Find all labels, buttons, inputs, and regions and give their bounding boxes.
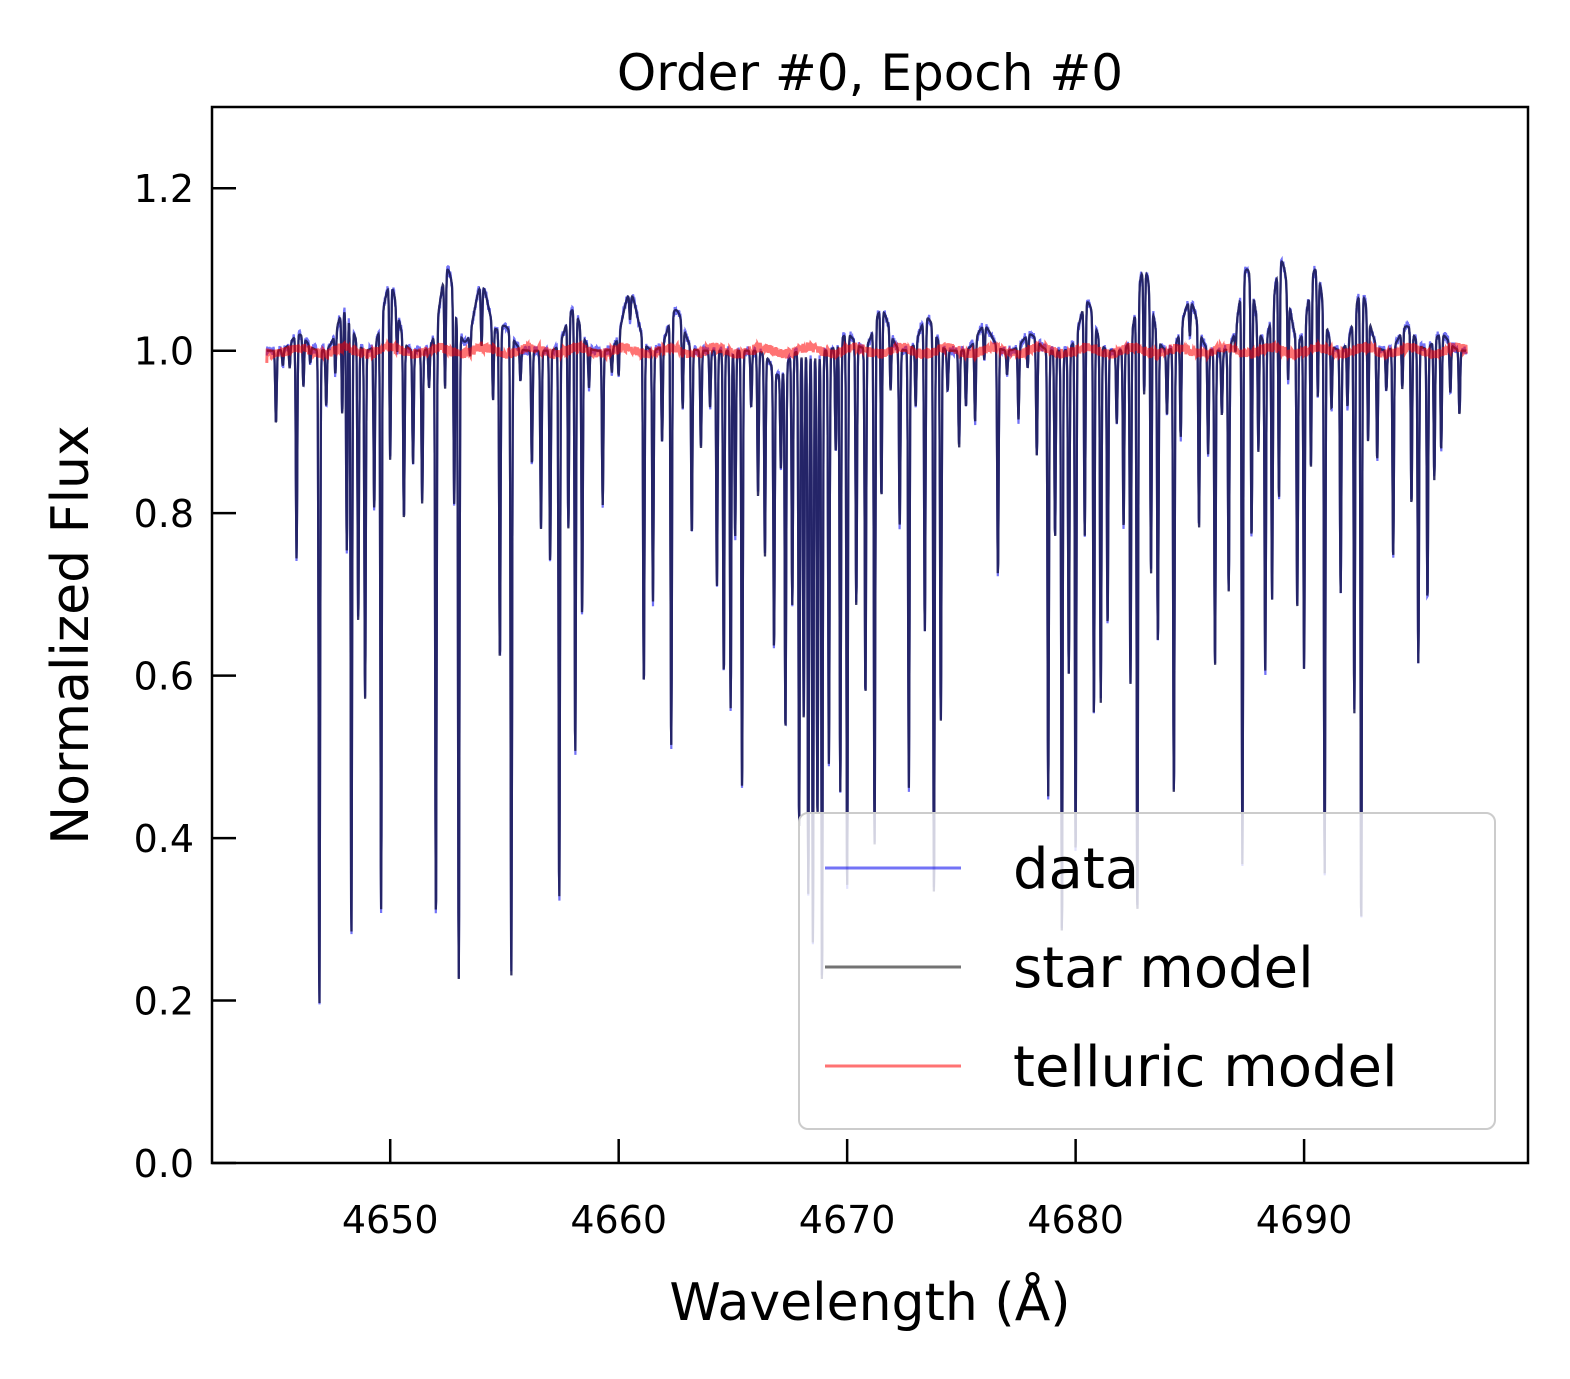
y-tick-label: 1.2 xyxy=(134,167,194,211)
x-tick-label: 4650 xyxy=(342,1198,439,1242)
legend-label: telluric model xyxy=(1013,1035,1398,1100)
legend-label: data xyxy=(1013,837,1139,902)
legend-box xyxy=(798,812,1496,1130)
series-overlap-line xyxy=(266,260,1467,1004)
legend: data star model telluric model xyxy=(798,812,1496,1130)
x-tick-label: 4660 xyxy=(570,1198,667,1242)
y-tick-label: 0.4 xyxy=(134,817,194,861)
y-axis-label: Normalized Flux xyxy=(41,425,101,845)
legend-label: star model xyxy=(1013,936,1314,1001)
x-tick-label: 4670 xyxy=(799,1198,896,1242)
y-axis: 0.0 0.2 0.4 0.6 0.8 1.0 1.2 xyxy=(134,167,236,1186)
y-tick-label: 0.8 xyxy=(134,492,194,536)
series-layer xyxy=(265,255,1468,1005)
chart-title: Order #0, Epoch #0 xyxy=(617,44,1123,102)
x-tick-label: 4690 xyxy=(1256,1198,1353,1242)
x-axis-label: Wavelength (Å) xyxy=(669,1271,1070,1333)
y-tick-label: 0.2 xyxy=(134,980,194,1024)
series-telluric-model-line xyxy=(265,338,1468,363)
plot-frame xyxy=(210,105,1530,1165)
x-axis: 4650 4660 4670 4680 4690 xyxy=(342,1139,1353,1242)
y-tick-label: 0.0 xyxy=(134,1142,194,1186)
y-tick-label: 1.0 xyxy=(134,330,194,374)
y-tick-label: 0.6 xyxy=(134,655,194,699)
x-tick-label: 4680 xyxy=(1027,1198,1124,1242)
